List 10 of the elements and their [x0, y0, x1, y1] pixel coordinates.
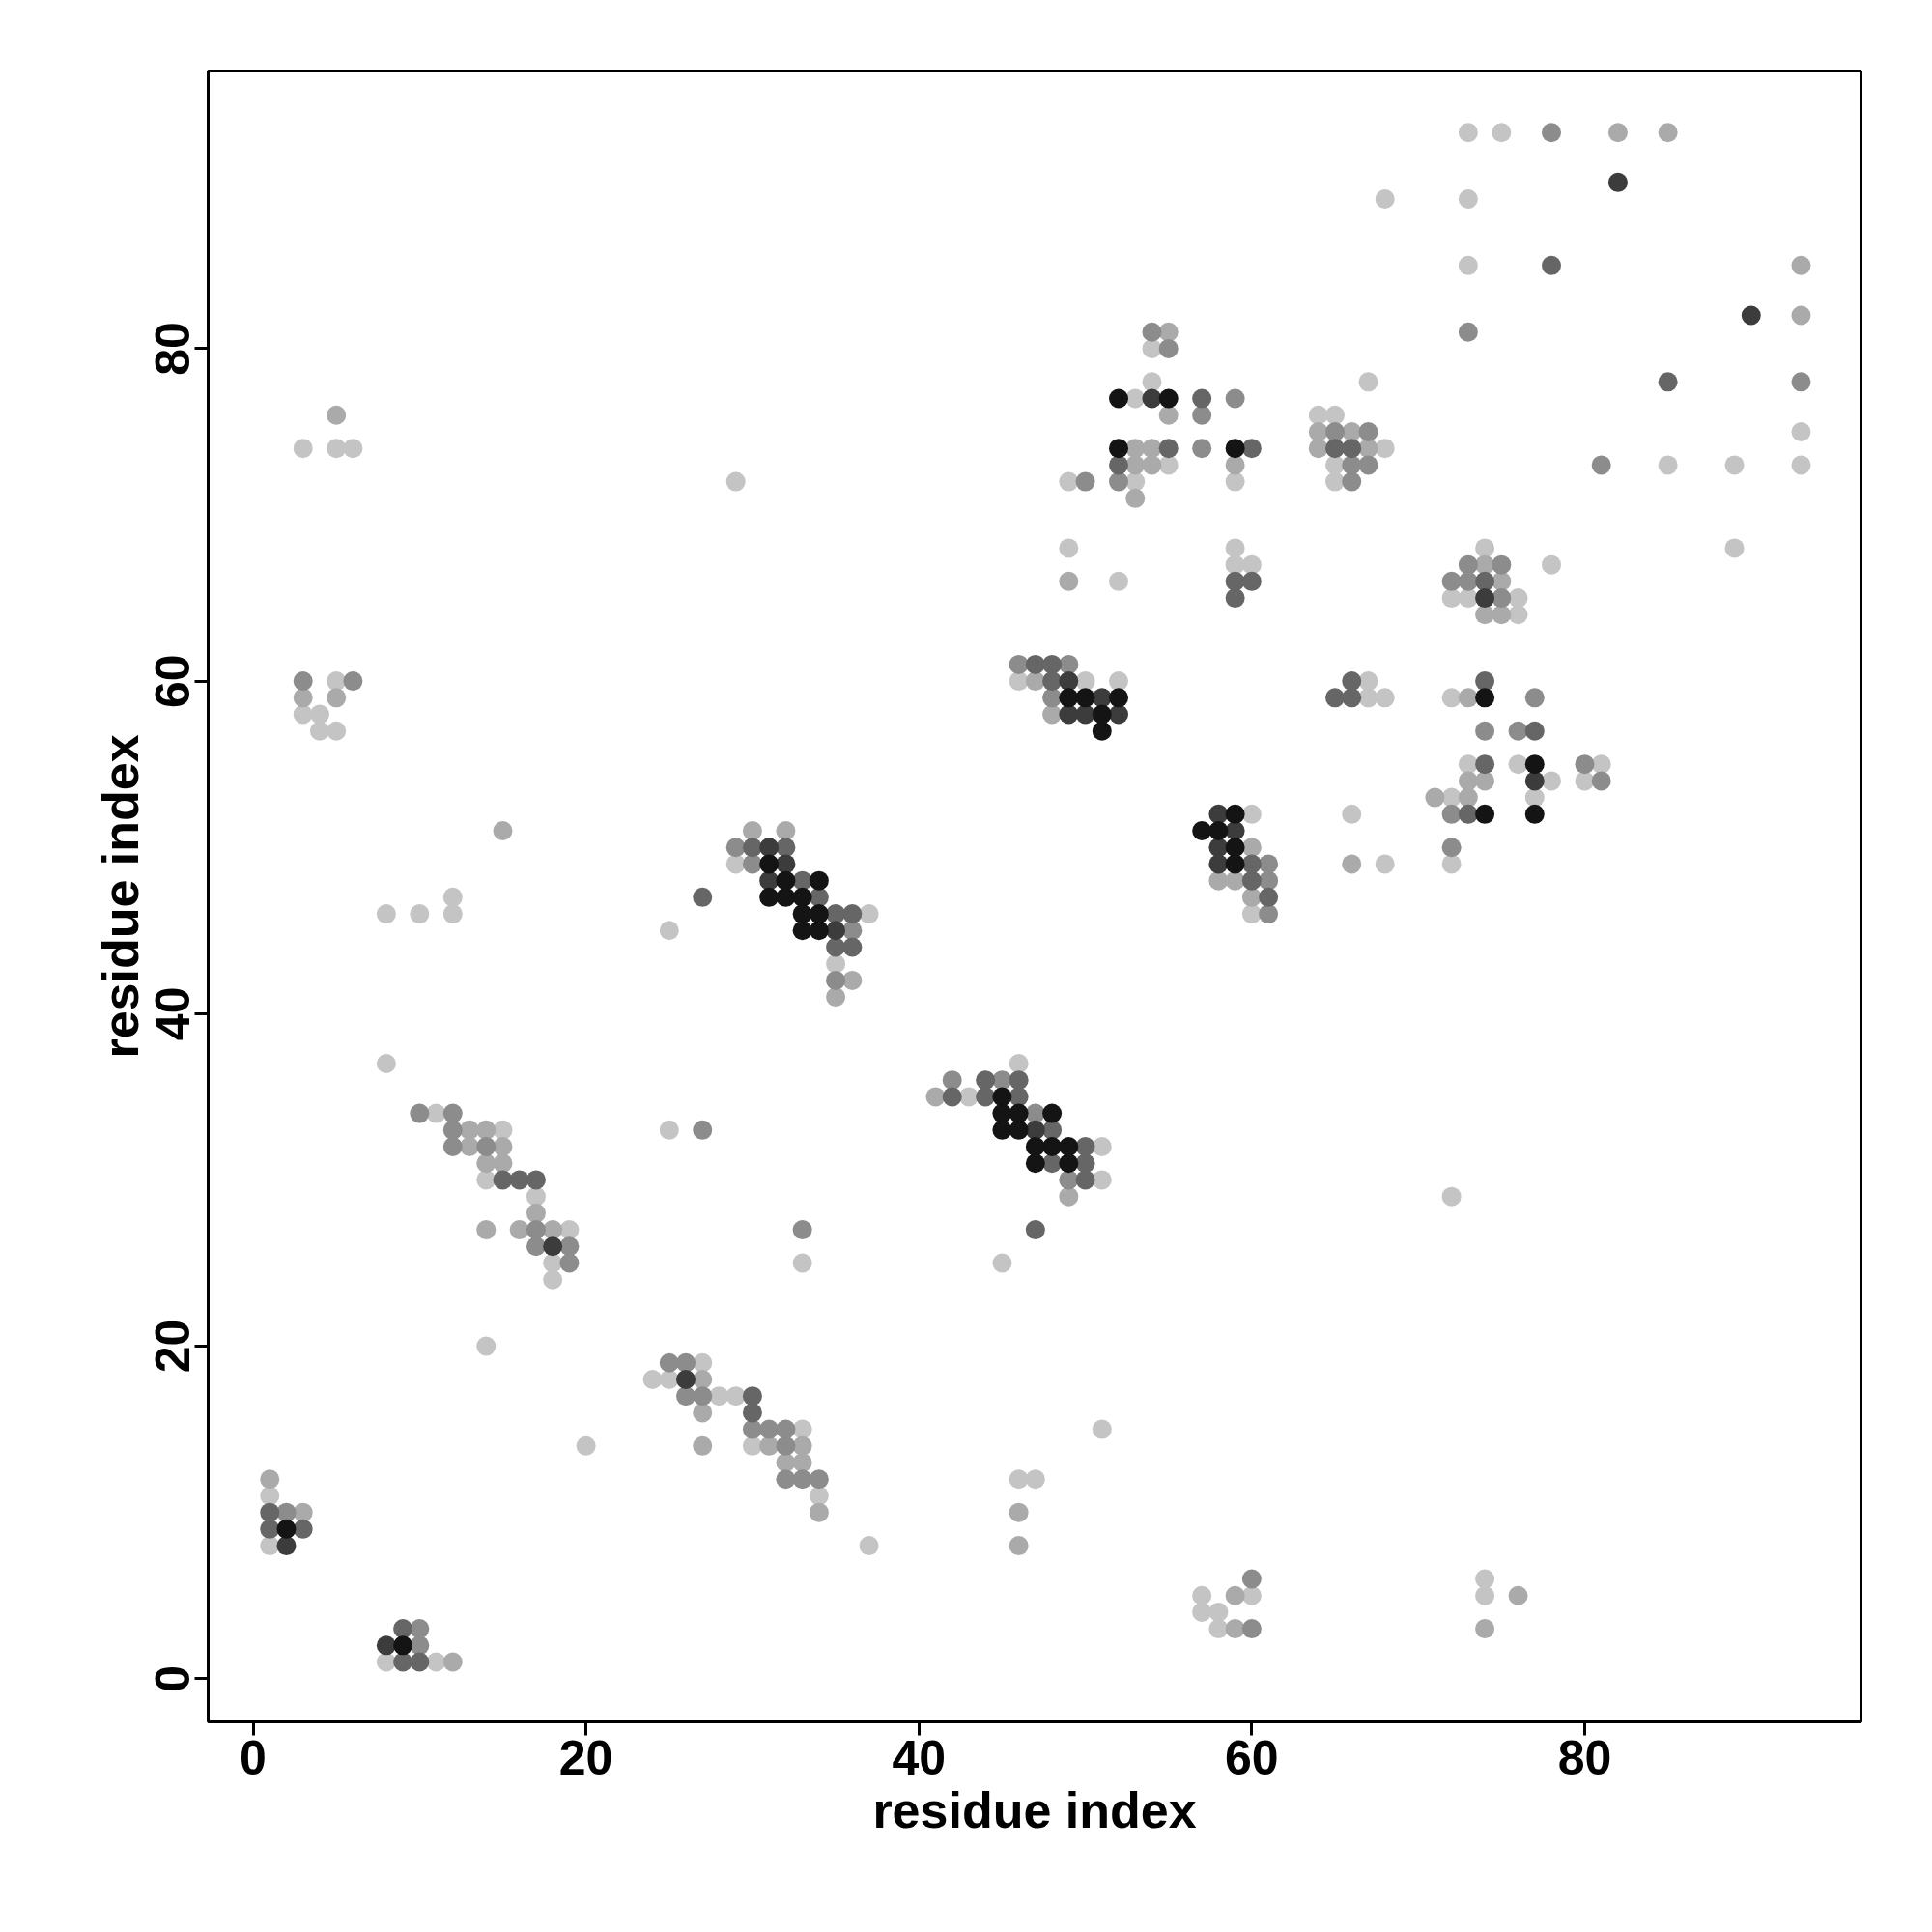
x-tick-label: 80 — [1557, 1730, 1612, 1785]
y-tick-label: 20 — [146, 1319, 201, 1374]
y-tick-label: 60 — [146, 654, 201, 708]
y-axis-title: residue index — [92, 734, 149, 1059]
x-tick-label: 60 — [1225, 1730, 1279, 1785]
x-tick-label: 20 — [558, 1730, 613, 1785]
y-tick-label: 80 — [146, 322, 201, 376]
x-tick-label: 0 — [240, 1730, 267, 1785]
y-tick-label: 0 — [146, 1664, 201, 1692]
y-tick-label: 40 — [146, 986, 201, 1041]
